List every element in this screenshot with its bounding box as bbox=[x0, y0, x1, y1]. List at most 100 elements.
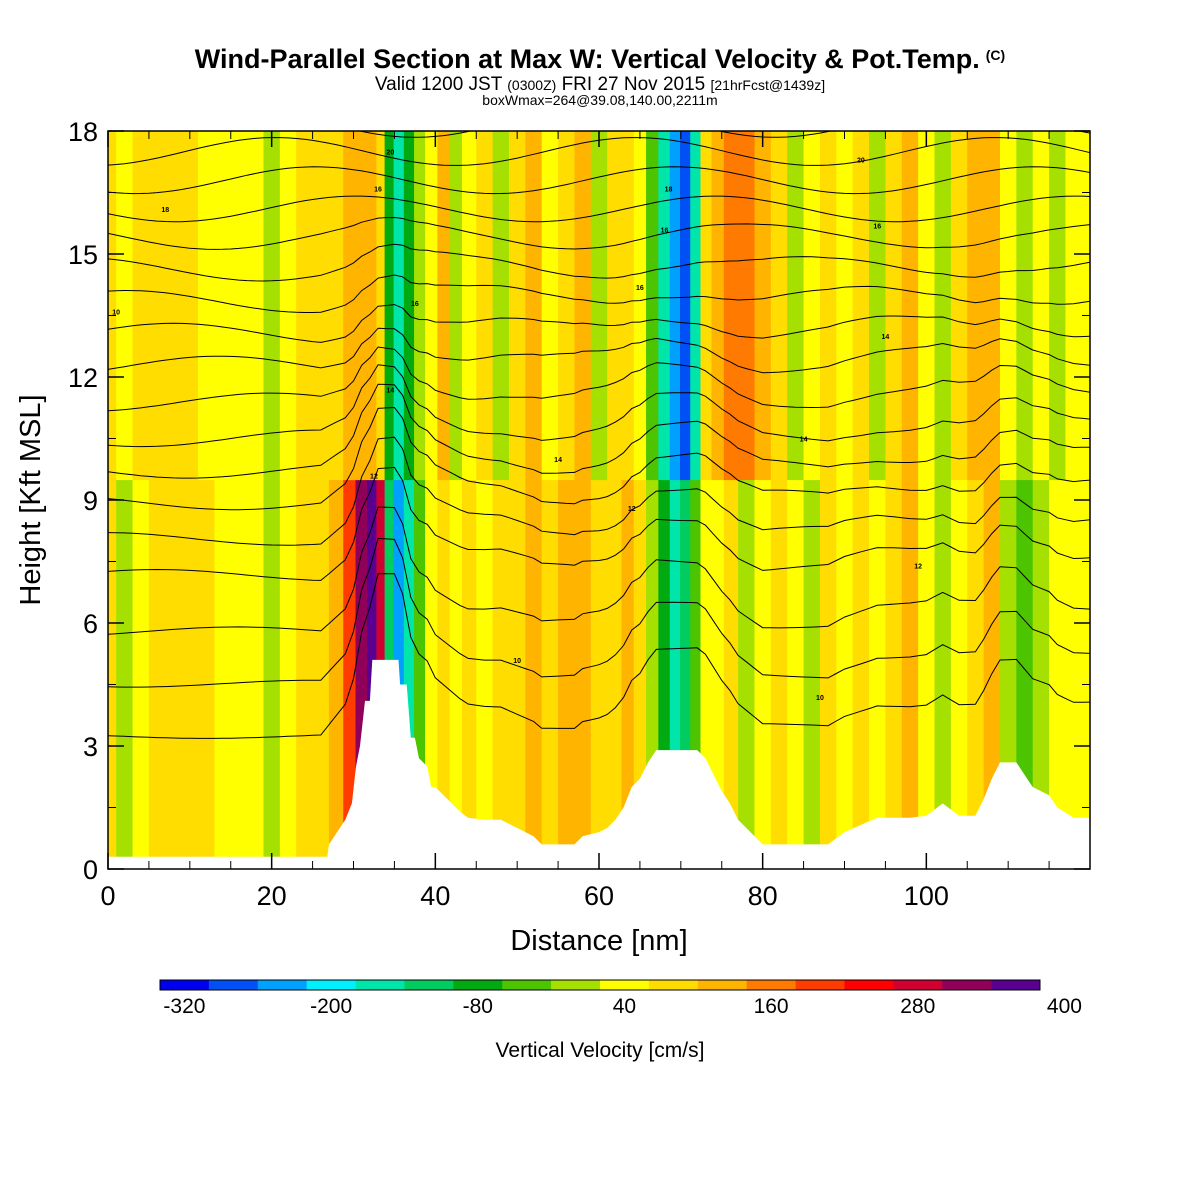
velocity-cell bbox=[541, 479, 559, 869]
isentrope-line bbox=[108, 537, 1090, 688]
velocity-cell bbox=[607, 479, 623, 869]
velocity-cell bbox=[148, 479, 166, 869]
colorbar-tick-label: -320 bbox=[163, 995, 205, 1018]
x-tick-label: 100 bbox=[904, 881, 949, 911]
velocity-cell bbox=[1065, 479, 1090, 869]
isentrope-label: 16 bbox=[411, 301, 419, 308]
velocity-cell bbox=[279, 479, 297, 869]
velocity-cell bbox=[414, 479, 426, 869]
title-mark: (C) bbox=[985, 47, 1006, 63]
velocity-cell bbox=[918, 131, 936, 481]
y-axis-label: Height [Kft MSL] bbox=[15, 394, 47, 605]
isentrope-line bbox=[108, 243, 1090, 282]
colorbar-tick-label: 40 bbox=[613, 995, 636, 1018]
velocity-cell bbox=[476, 131, 494, 481]
velocity-cell bbox=[711, 131, 725, 481]
colorbar-swatch bbox=[893, 980, 943, 990]
colorbar-swatch bbox=[404, 980, 454, 990]
velocity-cell bbox=[108, 479, 117, 869]
forecast-info: [21hrFcst@1439z] bbox=[710, 77, 826, 93]
velocity-cell bbox=[950, 479, 968, 869]
colorbar-swatch bbox=[257, 980, 307, 990]
colorbar-label: Vertical Velocity [cm/s] bbox=[496, 1039, 705, 1062]
colorbar-swatch bbox=[355, 980, 405, 990]
velocity-cell bbox=[819, 131, 837, 481]
velocity-cell bbox=[967, 131, 985, 481]
velocity-cell bbox=[590, 131, 608, 481]
isentrope-line bbox=[108, 406, 1090, 511]
isentropes bbox=[108, 131, 1090, 739]
velocity-cell bbox=[803, 479, 821, 869]
velocity-cell bbox=[1032, 131, 1050, 481]
velocity-cell bbox=[836, 131, 854, 481]
box-info: boxWmax=264@39.08,140.00,2211m bbox=[482, 92, 718, 108]
colorbar-tick-label: -80 bbox=[463, 995, 493, 1018]
velocity-cell bbox=[461, 131, 477, 481]
velocity-cell bbox=[999, 131, 1017, 481]
chart-title: Wind-Parallel Section at Max W: Vertical… bbox=[0, 44, 1200, 75]
velocity-cell bbox=[230, 479, 248, 869]
velocity-cell bbox=[983, 131, 1001, 481]
velocity-cell bbox=[492, 479, 510, 869]
chart-title-text: Wind-Parallel Section at Max W: Vertical… bbox=[194, 44, 980, 74]
velocity-cell bbox=[132, 131, 150, 481]
velocity-cell bbox=[901, 479, 919, 869]
x-tick-label: 60 bbox=[584, 881, 614, 911]
velocity-cell bbox=[658, 131, 671, 481]
velocity-cell bbox=[787, 479, 805, 869]
velocity-cell bbox=[425, 479, 438, 869]
axes: 0 20 40 60 80 100 0 3 6 9 12 15 18 bbox=[68, 117, 1090, 911]
isentrope-label: 10 bbox=[513, 658, 521, 665]
velocity-cell bbox=[885, 479, 903, 869]
velocity-cell bbox=[967, 479, 985, 869]
isentrope-line bbox=[108, 195, 1090, 223]
isentrope-label: 12 bbox=[370, 473, 378, 480]
colorbar-swatch bbox=[991, 980, 1041, 990]
isentrope-line bbox=[108, 573, 1090, 739]
velocity-cell bbox=[787, 131, 805, 481]
velocity-cell bbox=[633, 479, 647, 869]
colorbar-tick-label: 400 bbox=[1047, 995, 1082, 1018]
isentrope-line bbox=[108, 436, 1090, 546]
velocity-cell bbox=[607, 131, 623, 481]
colorbar-tick-label: 160 bbox=[754, 995, 789, 1018]
isentrope-label: 14 bbox=[554, 457, 562, 464]
velocity-cell bbox=[425, 131, 438, 481]
velocity-cell bbox=[508, 479, 526, 869]
velocity-field bbox=[108, 131, 1090, 869]
velocity-cell bbox=[1016, 131, 1034, 481]
velocity-cell bbox=[590, 479, 608, 869]
velocity-cell bbox=[492, 131, 510, 481]
isentrope-label: 16 bbox=[374, 186, 382, 193]
velocity-cell bbox=[116, 479, 134, 869]
velocity-cell bbox=[621, 479, 635, 869]
isentrope-label: 16 bbox=[636, 285, 644, 292]
colorbar-swatch bbox=[844, 980, 894, 990]
y-tick-label: 18 bbox=[68, 117, 98, 147]
velocity-cell bbox=[312, 131, 330, 481]
velocity-cell bbox=[312, 479, 330, 869]
colorbar-swatch bbox=[942, 980, 992, 990]
velocity-cell bbox=[738, 131, 756, 481]
velocity-cell bbox=[116, 131, 134, 481]
velocity-cell bbox=[198, 131, 215, 481]
velocity-cell bbox=[1049, 479, 1067, 869]
velocity-cell bbox=[181, 131, 199, 481]
colorbar-swatch bbox=[551, 980, 601, 990]
isentrope-line bbox=[108, 346, 1090, 412]
velocity-cell bbox=[558, 479, 576, 869]
velocity-cell bbox=[869, 479, 887, 869]
velocity-cell bbox=[214, 131, 232, 481]
velocity-cell bbox=[247, 479, 265, 869]
velocity-cell bbox=[296, 131, 314, 481]
velocity-cell bbox=[355, 131, 368, 481]
isentrope-line bbox=[108, 304, 1090, 343]
x-tick-label: 0 bbox=[100, 881, 115, 911]
colorbar-tick-label: -200 bbox=[310, 995, 352, 1018]
isentrope-line bbox=[108, 383, 1090, 479]
velocity-cell bbox=[690, 479, 702, 869]
velocity-cell bbox=[279, 131, 297, 481]
colorbar-swatch bbox=[648, 980, 699, 990]
velocity-cell bbox=[803, 131, 821, 481]
colorbar-swatch bbox=[502, 980, 552, 990]
